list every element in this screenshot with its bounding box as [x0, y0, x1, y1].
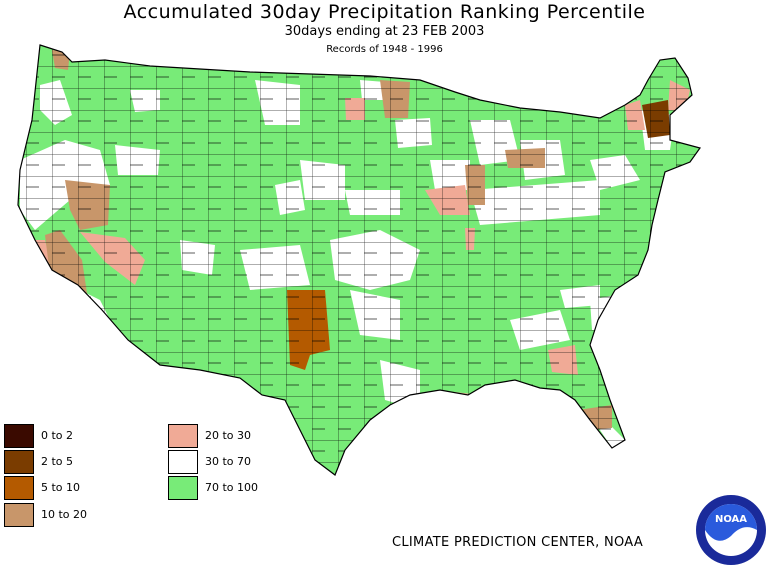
legend-label: 2 to 5: [41, 455, 74, 468]
legend-swatch: [168, 476, 198, 500]
legend-swatch: [168, 450, 198, 474]
logo-text: NOAA: [715, 514, 747, 525]
legend-swatch: [4, 476, 34, 500]
legend-label: 20 to 30: [205, 429, 252, 442]
map-subtitle: 30days ending at 23 FEB 2003: [284, 24, 485, 39]
records-period: Records of 1948 - 1996: [326, 44, 443, 55]
legend-label: 5 to 10: [41, 481, 81, 494]
legend-label: 30 to 70: [205, 455, 252, 468]
map-title: Accumulated 30day Precipitation Ranking …: [123, 1, 646, 23]
credit-line: CLIMATE PREDICTION CENTER, NOAA: [392, 535, 644, 550]
logo-bird: [705, 504, 757, 541]
legend-swatch: [168, 424, 198, 448]
legend-label: 0 to 2: [41, 429, 74, 442]
legend-swatch: [4, 424, 34, 448]
legend-swatch: [4, 450, 34, 474]
legend-label: 10 to 20: [41, 508, 88, 521]
legend-label: 70 to 100: [205, 481, 259, 494]
legend-swatch: [4, 503, 34, 527]
noaa-logo: NOAA: [696, 495, 766, 565]
